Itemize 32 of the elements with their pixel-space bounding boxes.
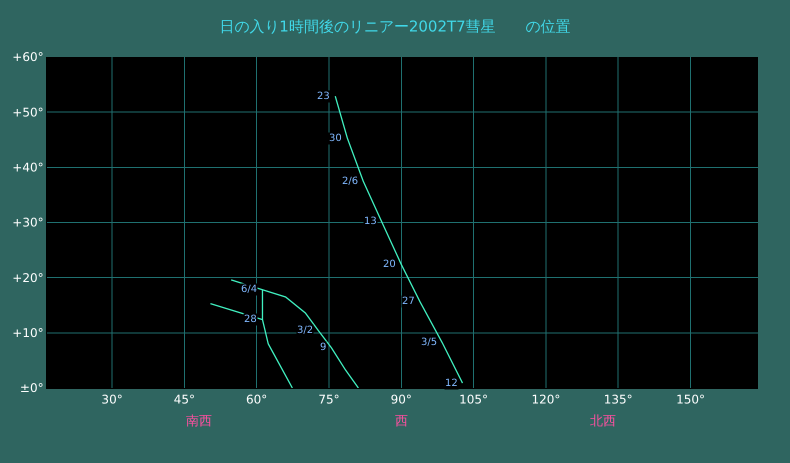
y-tick-label: ±0° xyxy=(20,381,44,396)
x-tick-label: 45° xyxy=(174,392,196,406)
y-tick-label: +50° xyxy=(12,105,44,120)
text: 北西 xyxy=(590,414,616,429)
y-tick-label: +40° xyxy=(12,160,44,175)
annotation: 28 xyxy=(244,314,257,325)
y-tick-label: +10° xyxy=(12,326,44,340)
text: 西 xyxy=(395,414,408,429)
y-tick-label: +30° xyxy=(12,216,44,230)
annotation: 27 xyxy=(402,296,415,307)
y-tick-label: +20° xyxy=(12,270,44,285)
annotation: 3/2 xyxy=(297,325,314,336)
annotation: 2/6 xyxy=(342,176,358,187)
y-tick-label: +60° xyxy=(12,50,44,64)
x-tick-label: 105° xyxy=(459,392,488,406)
annotation: 6/4 xyxy=(241,284,258,295)
annotation: 3/5 xyxy=(421,337,438,348)
x-tick-label: 30° xyxy=(101,392,123,406)
annotation: 20 xyxy=(383,259,396,270)
x-tick-label: 90° xyxy=(390,392,412,406)
annotation: 12 xyxy=(445,378,458,389)
x-tick-label: 75° xyxy=(318,392,340,406)
x-tick-label: 150° xyxy=(676,392,705,406)
annotation: 30 xyxy=(329,133,342,144)
chart-title: 日の入り1時間後のリニアー2002T7彗星 の位置 xyxy=(219,17,571,36)
annotation: 23 xyxy=(317,91,330,102)
annotation: 13 xyxy=(364,216,377,227)
x-tick-label: 135° xyxy=(604,392,633,406)
x-tick-label: 120° xyxy=(531,392,560,406)
text: 南西 xyxy=(186,414,212,429)
annotation: 9 xyxy=(320,342,326,353)
x-tick-label: 60° xyxy=(246,392,268,406)
